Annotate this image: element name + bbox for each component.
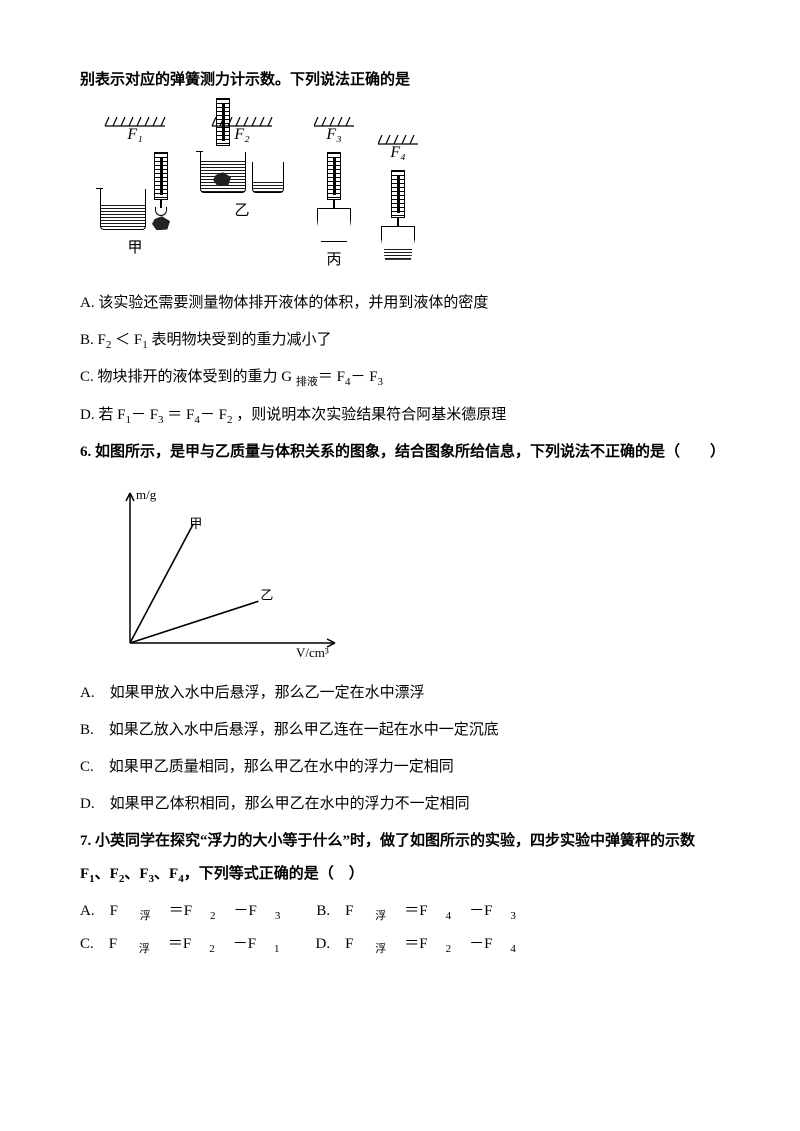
mv-graph: m/g V/cm³ 甲乙 [100,483,720,663]
q7-opt-C: C. F 浮＝F2－F1 [80,928,298,961]
force-label-1: F₁ [127,117,142,152]
q7-opt-A: A. F 浮＝F2－F3 [80,895,298,928]
q6-opt-B: B. 如果乙放入水中后悬浮，那么甲乙连在一起在水中一定沉底 [80,714,720,747]
q7-opt-D: D. F 浮＝F2－F4 [316,928,534,961]
q5-opt-A: A. 该实验还需要测量物体排开液体的体积，并用到液体的密度 [80,287,720,320]
force-label-4: F₄ [390,135,405,170]
spring-scale-2 [216,98,230,146]
bucket-handle-3 [317,208,351,221]
force-label-2: F₂ [234,117,249,152]
q5-opt-D: D. 若 F1－ F3 ＝ F4－ F2 ，则说明本次实验结果符合阿基米德原理 [80,399,720,432]
setup-label-2: 乙 [234,195,249,228]
svg-text:乙: 乙 [260,587,273,602]
bucket-handle-4 [381,226,415,239]
q6-opt-A: A. 如果甲放入水中后悬浮，那么乙一定在水中漂浮 [80,677,720,710]
q7-opt-B: B. F 浮＝F4－F3 [316,895,534,928]
q5-stem-tail: 别表示对应的弹簧测力计示数。下列说法正确的是 [80,64,720,97]
setup-3: F₃ 丙 F₄ [314,107,418,277]
experiment-figure: F₁ 甲 F₂ 乙 [100,107,720,277]
force-label-3: F₃ [326,117,341,152]
bucket-3 [317,221,351,242]
setup-2: F₂ 乙 [200,107,284,277]
beaker-1 [100,189,146,230]
q6-opt-C: C. 如果甲乙质量相同，那么甲乙在水中的浮力一定相同 [80,751,720,784]
q7-options: A. F 浮＝F2－F3 B. F 浮＝F4－F3 C. F 浮＝F2－F1 D… [80,895,720,961]
svg-text:甲: 甲 [189,516,202,531]
setup-label-3: 丙 [326,244,341,277]
spring-scale-1 [154,152,168,200]
spring-scale-4 [391,170,405,218]
q6-stem: 6. 如图所示，是甲与乙质量与体积关系的图象，结合图象所给信息，下列说法不正确的… [80,436,720,469]
rock-1 [152,216,170,230]
spring-scale-3 [327,152,341,200]
bucket-4 [381,239,415,260]
q7-stem: 7. 小英同学在探究“浮力的大小等于什么”时，做了如图所示的实验，四步实验中弹簧… [80,825,720,891]
q5-opt-C: C. 物块排开的液体受到的重力 G 排液＝ F4－ F3 [80,361,720,394]
beaker-2 [200,152,246,193]
small-beaker-2 [252,162,284,193]
setup-1: F₁ 甲 [100,107,170,277]
setup-label-1: 甲 [127,232,142,265]
q6-opt-D: D. 如果甲乙体积相同，那么甲乙在水中的浮力不一定相同 [80,788,720,821]
svg-text:m/g: m/g [136,487,157,502]
svg-text:V/cm³: V/cm³ [296,645,329,660]
q5-opt-B: B. F2 ＜ F1 表明物块受到的重力减小了 [80,324,720,357]
